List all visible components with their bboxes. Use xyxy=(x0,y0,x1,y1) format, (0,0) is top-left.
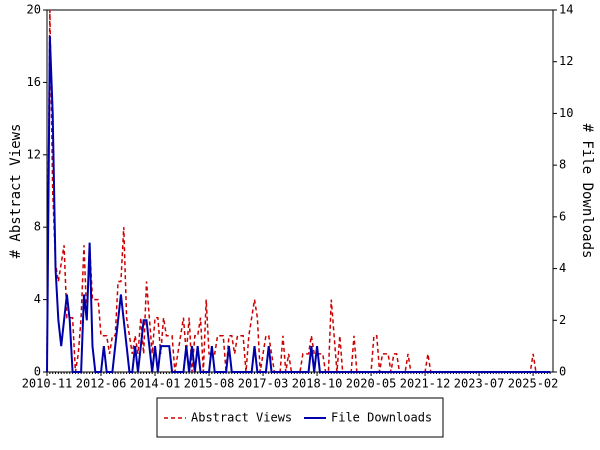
y2-tick-label: 4 xyxy=(559,261,566,275)
y-tick-label: 8 xyxy=(34,220,41,234)
y2-axis-label: # File Downloads xyxy=(579,124,595,259)
y2-tick-label: 6 xyxy=(559,209,566,223)
legend-label: File Downloads xyxy=(331,411,432,425)
y2-tick-label: 12 xyxy=(559,54,573,68)
x-tick-label: 2014-01 xyxy=(130,377,181,391)
x-tick-label: 2025-02 xyxy=(508,377,559,391)
x-tick-label: 2020-05 xyxy=(346,377,397,391)
y2-tick-label: 10 xyxy=(559,106,573,120)
x-tick-label: 2010-11 xyxy=(22,377,73,391)
y-tick-label: 16 xyxy=(27,75,41,89)
legend-label: Abstract Views xyxy=(191,411,292,425)
y-tick-label: 20 xyxy=(27,3,41,17)
x-tick-label: 2023-07 xyxy=(454,377,505,391)
x-tick-label: 2017-03 xyxy=(238,377,289,391)
y-tick-label: 0 xyxy=(34,365,41,379)
y2-tick-label: 2 xyxy=(559,313,566,327)
legend-box xyxy=(156,397,444,438)
y2-tick-label: 0 xyxy=(559,365,566,379)
y2-tick-label: 8 xyxy=(559,158,566,172)
x-tick-label: 2012-06 xyxy=(76,377,127,391)
y2-tick-label: 14 xyxy=(559,3,573,17)
x-tick-label: 2015-08 xyxy=(184,377,235,391)
series-line xyxy=(46,35,551,373)
y-tick-label: 12 xyxy=(27,147,41,161)
y-axis-label: # Abstract Views xyxy=(8,124,24,259)
y-tick-label: 4 xyxy=(34,292,41,306)
x-tick-label: 2018-10 xyxy=(292,377,343,391)
x-tick-label: 2021-12 xyxy=(400,377,451,391)
